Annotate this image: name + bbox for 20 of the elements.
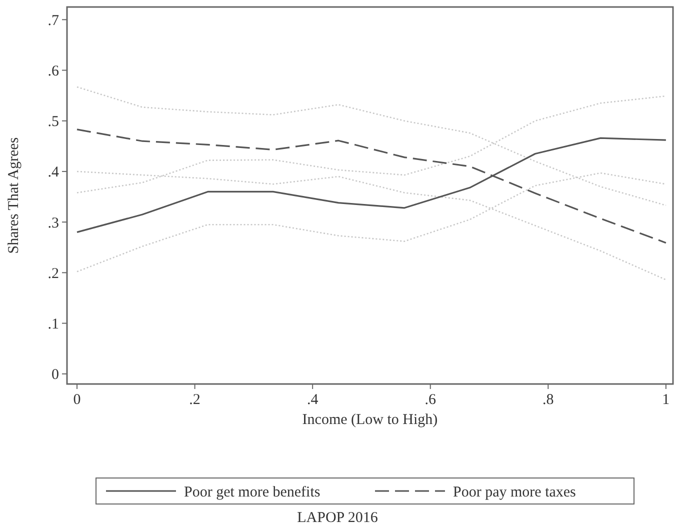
x-axis-title: Income (Low to High) — [302, 412, 438, 428]
y-tick-label: .7 — [48, 12, 60, 29]
x-tick-label: .4 — [306, 392, 319, 408]
y-tick-label: .2 — [48, 266, 59, 282]
legend-label: Poor pay more taxes — [453, 484, 576, 500]
x-tick-label: .2 — [189, 392, 200, 408]
y-tick-label: .4 — [48, 164, 60, 181]
x-tick-label: .6 — [424, 392, 436, 408]
x-tick-label: 0 — [73, 392, 81, 408]
x-tick-label: 1 — [662, 392, 670, 408]
y-tick-label: 0 — [52, 367, 59, 384]
y-tick-label: .3 — [48, 215, 59, 232]
line-series — [76, 128, 667, 244]
y-tick-label: .6 — [48, 64, 60, 80]
x-tick-label: .8 — [542, 392, 554, 408]
y-axis-title: Shares That Agrees — [6, 137, 22, 254]
y-tick-label: .1 — [48, 316, 59, 333]
y-tick-label: .5 — [48, 114, 59, 130]
legend-label: Poor get more benefits — [184, 484, 320, 500]
text: LAPOP 2016 — [297, 510, 378, 526]
